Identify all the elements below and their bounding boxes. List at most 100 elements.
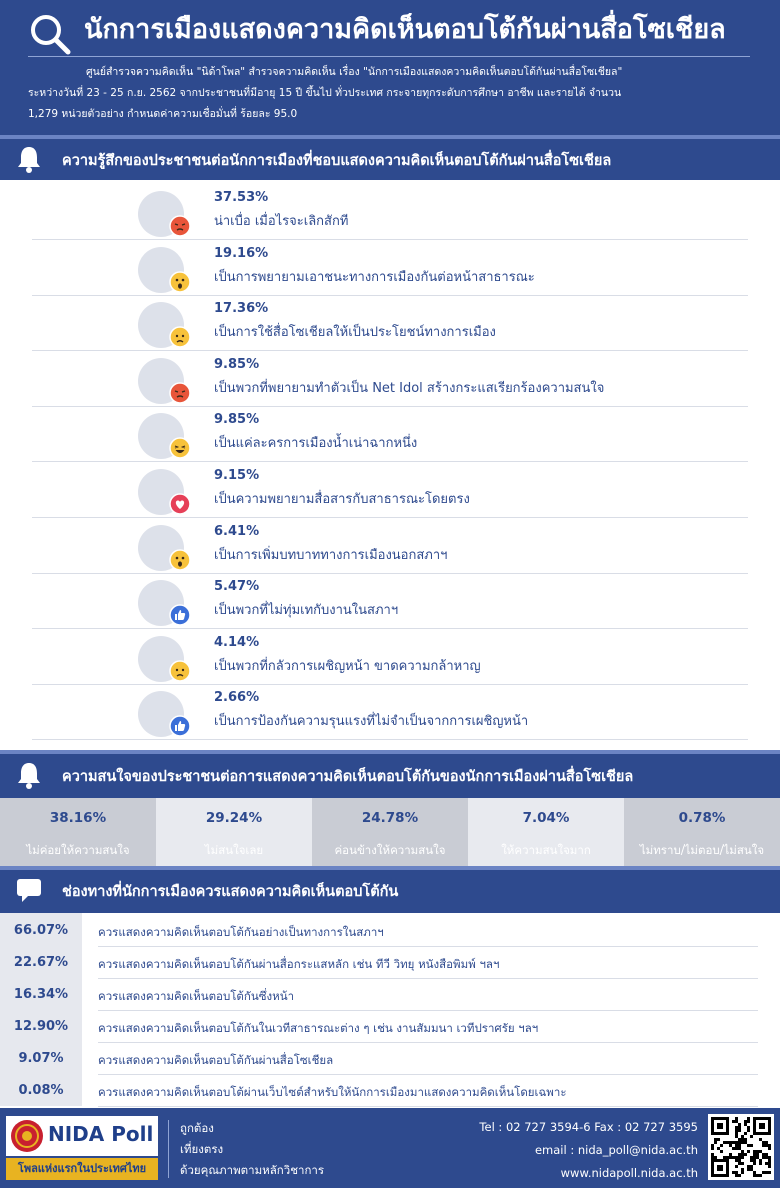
wow-emoji-icon: [169, 548, 191, 571]
feeling-label: เป็นพวกที่กลัวการเผชิญหน้า ขาดความกล้าหา…: [214, 658, 481, 674]
feeling-pct: 6.41%: [214, 523, 260, 539]
bell-icon: [18, 147, 40, 173]
channel-pct: 66.07%: [13, 923, 69, 938]
feeling-label: เป็นการเพิ่มบทบาททางการเมืองนอกสภาฯ: [214, 547, 448, 563]
motto-line: ด้วยคุณภาพตามหลักวิชาการ: [180, 1163, 325, 1177]
feeling-pct: 17.36%: [214, 301, 269, 317]
survey-description: ศูนย์สำรวจความคิดเห็น "นิด้าโพล" สำรวจคว…: [28, 62, 758, 125]
section-3-header: ช่องทางที่นักการเมืองควรแสดงความคิดเห็นต…: [0, 866, 780, 913]
bell-icon: [18, 763, 40, 789]
feeling-row: 17.36% เป็นการใช้สื่อโซเชียลให้เป็นประโย…: [32, 296, 748, 352]
desc-line-3: 1,279 หน่วยตัวอย่าง กำหนดค่าความเชื่อมั่…: [28, 108, 298, 120]
row-divider: [98, 1042, 758, 1043]
feeling-label: เป็นพวกที่พยายามทำตัวเป็น Net Idol สร้าง…: [214, 380, 605, 396]
feeling-pct: 5.47%: [214, 579, 260, 595]
speech-bubble-icon: [17, 879, 41, 902]
feeling-row: 2.66% เป็นการป้องกันความรุนแรงที่ไม่จำเป…: [32, 685, 748, 741]
section-2-header: ความสนใจของประชาชนต่อการแสดงความคิดเห็นต…: [0, 750, 780, 798]
feeling-pct: 37.53%: [214, 190, 269, 205]
contact-phone: Tel : 02 727 3594-6 Fax : 02 727 3595: [479, 1120, 698, 1134]
interest-box: 24.78% ค่อนข้างให้ความสนใจ: [312, 798, 468, 866]
interest-label: ไม่ทราบ/ไม่ตอบ/ไม่สนใจ: [639, 843, 765, 857]
title-divider: [28, 56, 750, 57]
like-thumb-icon: [169, 604, 191, 626]
haha-emoji-icon: [169, 437, 191, 460]
feeling-label: น่าเบื่อ เมื่อไรจะเลิกสักที: [214, 214, 349, 229]
feeling-row: 9.85% เป็นพวกที่พยายามทำตัวเป็น Net Idol…: [32, 352, 748, 407]
angry-emoji-icon: [169, 215, 191, 237]
channel-pct: 0.08%: [18, 1083, 64, 1098]
interest-box: 7.04% ให้ความสนใจมาก: [468, 798, 624, 866]
row-divider: [98, 946, 758, 947]
feeling-pct: 9.85%: [214, 356, 260, 372]
feeling-row: 19.16% เป็นการพยายามเอาชนะทางการเมืองกัน…: [32, 241, 748, 296]
desc-line-1: ศูนย์สำรวจความคิดเห็น "นิด้าโพล" สำรวจคว…: [86, 66, 623, 78]
channel-row: 9.07% ควรแสดงความคิดเห็นตอบโต้กันผ่านสื่…: [0, 1043, 780, 1075]
row-divider: [98, 978, 758, 979]
section-1-header: ความรู้สึกของประชาชนต่อนักการเมืองที่ชอบ…: [0, 135, 780, 180]
interest-pct: 0.78%: [678, 810, 726, 826]
interest-pct: 7.04%: [522, 810, 570, 826]
feeling-row: 9.85% เป็นแค่ละครการเมืองน้ำเน่าฉากหนึ่ง: [32, 407, 748, 463]
interest-label: ไม่สนใจเลย: [204, 843, 264, 857]
channel-pct: 9.07%: [18, 1051, 64, 1066]
contact-website[interactable]: www.nidapoll.nida.ac.th: [560, 1166, 698, 1180]
channel-row: 66.07% ควรแสดงความคิดเห็นตอบโต้กันอย่างเ…: [0, 915, 780, 947]
feeling-label: เป็นการป้องกันความรุนแรงที่ไม่จำเป็นจากก…: [214, 714, 529, 730]
channel-label: ควรแสดงความคิดเห็นตอบโต้กันอย่างเป็นทางก…: [98, 925, 384, 939]
search-icon: [31, 15, 71, 55]
motto-line: ถูกต้อง: [180, 1121, 214, 1135]
channel-pct-column: [0, 913, 82, 1106]
section-3-title: ช่องทางที่นักการเมืองควรแสดงความคิดเห็นต…: [62, 884, 399, 900]
footer: NIDA Poll โพลแห่งแรกในประเทศไทย ถูกต้อง …: [0, 1108, 780, 1188]
channel-pct: 16.34%: [13, 987, 69, 1002]
logo-tagline: โพลแห่งแรกในประเทศไทย: [6, 1158, 158, 1180]
channel-row: 0.08% ควรแสดงความคิดเห็นตอบโต้ผ่านเว็บไซ…: [0, 1075, 780, 1107]
channel-label: ควรแสดงความคิดเห็นตอบโต้กันผ่านสื่อโซเชี…: [98, 1053, 334, 1067]
feeling-row: 6.41% เป็นการเพิ่มบทบาททางการเมืองนอกสภา…: [32, 519, 748, 574]
sad-emoji-icon: [169, 326, 191, 348]
feeling-label: เป็นพวกที่ไม่ทุ่มเทกับงานในสภาฯ: [214, 603, 399, 619]
channel-pct: 12.90%: [13, 1019, 69, 1034]
feeling-pct: 9.85%: [214, 412, 260, 428]
feeling-label: เป็นแค่ละครการเมืองน้ำเน่าฉากหนึ่ง: [214, 436, 418, 452]
row-divider: [98, 1010, 758, 1011]
channel-row: 22.67% ควรแสดงความคิดเห็นตอบโต้กันผ่านสื…: [0, 947, 780, 979]
interest-label: ค่อนข้างให้ความสนใจ: [334, 843, 446, 857]
wow-emoji-icon: [169, 270, 191, 293]
interest-box: 0.78% ไม่ทราบ/ไม่ตอบ/ไม่สนใจ: [624, 798, 780, 866]
contact-info: Tel : 02 727 3594-6 Fax : 02 727 3595 em…: [479, 1116, 698, 1185]
motto-line: เที่ยงตรง: [180, 1142, 224, 1156]
love-heart-icon: [169, 493, 191, 515]
interest-label: ไม่ค่อยให้ความสนใจ: [26, 843, 130, 857]
row-divider: [98, 1074, 758, 1075]
interest-label: ให้ความสนใจมาก: [501, 843, 591, 857]
page-title: นักการเมืองแสดงความคิดเห็นตอบโต้กันผ่านส…: [84, 14, 726, 45]
qr-code-icon[interactable]: [708, 1114, 774, 1180]
nida-poll-logo: NIDA Poll: [6, 1116, 158, 1156]
sad-emoji-icon: [169, 660, 191, 682]
feeling-row: 4.14% เป็นพวกที่กลัวการเผชิญหน้า ขาดความ…: [32, 630, 748, 685]
interest-pct: 38.16%: [49, 810, 107, 826]
angry-emoji-icon: [169, 382, 191, 404]
feeling-row: 37.53% น่าเบื่อ เมื่อไรจะเลิกสักที: [32, 185, 748, 240]
interest-box: 29.24% ไม่สนใจเลย: [156, 798, 312, 866]
interest-pct: 24.78%: [361, 810, 419, 826]
interest-box: 38.16% ไม่ค่อยให้ความสนใจ: [0, 798, 156, 866]
feeling-pct: 2.66%: [214, 690, 260, 706]
desc-line-2: ระหว่างวันที่ 23 - 25 ก.ย. 2562 จากประชา…: [28, 87, 622, 99]
channel-label: ควรแสดงความคิดเห็นตอบโต้กันในเวทีสาธารณะ…: [98, 1021, 539, 1035]
section-2-title: ความสนใจของประชาชนต่อการแสดงความคิดเห็นต…: [62, 769, 634, 785]
channel-label: ควรแสดงความคิดเห็นตอบโต้กันผ่านสื่อกระแส…: [98, 957, 500, 971]
feeling-pct: 19.16%: [214, 245, 269, 261]
feeling-label: เป็นการพยายามเอาชนะทางการเมืองกันต่อหน้า…: [214, 269, 535, 285]
feeling-row: 9.15% เป็นความพยายามสื่อสารกับสาธารณะโดย…: [32, 463, 748, 518]
feeling-label: เป็นความพยายามสื่อสารกับสาธารณะโดยตรง: [214, 492, 470, 507]
channel-row: 16.34% ควรแสดงความคิดเห็นตอบโต้กันซึ่งหน…: [0, 979, 780, 1011]
like-thumb-icon: [169, 715, 191, 738]
channel-label: ควรแสดงความคิดเห็นตอบโต้ผ่านเว็บไซต์สำหร…: [98, 1085, 567, 1099]
contact-email[interactable]: email : nida_poll@nida.ac.th: [534, 1143, 698, 1157]
feeling-pct: 9.15%: [214, 468, 260, 483]
feeling-label: เป็นการใช้สื่อโซเชียลให้เป็นประโยชน์ทางก…: [214, 325, 496, 341]
footer-divider: [168, 1120, 169, 1178]
